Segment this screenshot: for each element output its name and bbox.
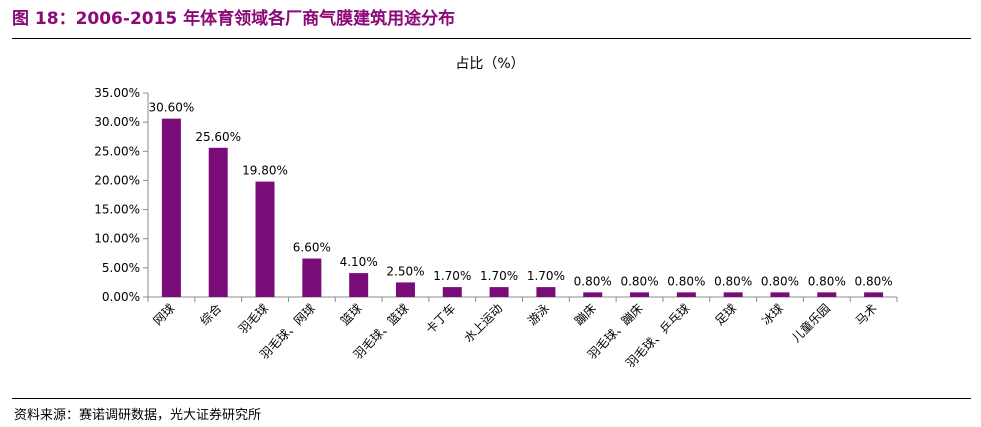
bar-series	[161, 118, 884, 297]
y-tick-label: 10.00%	[94, 232, 140, 246]
data-label: 4.10%	[340, 255, 378, 269]
data-label: 0.80%	[714, 274, 752, 288]
data-label: 0.80%	[855, 274, 893, 288]
y-tick-label: 35.00%	[94, 86, 140, 100]
bar	[770, 292, 790, 297]
data-label: 0.80%	[620, 274, 658, 288]
bottom-rule	[12, 398, 971, 399]
bar	[583, 292, 603, 297]
y-tick-label: 30.00%	[94, 115, 140, 129]
bar	[349, 273, 369, 297]
x-category-label: 羽毛球	[236, 301, 271, 336]
data-label: 1.70%	[527, 269, 565, 283]
x-category-label: 篮球	[337, 301, 365, 329]
bar	[864, 292, 884, 297]
x-category-label: 足球	[712, 301, 739, 328]
bar	[536, 287, 556, 297]
x-category-label: 蹦床	[572, 301, 599, 328]
y-tick-label: 5.00%	[102, 261, 140, 275]
x-category-label: 马术	[853, 301, 880, 328]
data-label: 6.60%	[293, 241, 331, 255]
bar	[395, 282, 415, 297]
data-label: 0.80%	[667, 274, 705, 288]
x-category-label: 网球	[151, 301, 178, 328]
figure-title: 图 18：2006-2015 年体育领域各厂商气膜建筑用途分布	[12, 9, 456, 29]
data-label: 25.60%	[195, 130, 241, 144]
bar	[161, 118, 181, 297]
data-label: 1.70%	[433, 269, 471, 283]
y-tick-label: 25.00%	[94, 144, 140, 158]
x-category-label: 水上运动	[461, 301, 505, 345]
data-labels: 30.60% 25.60% 19.80% 6.60% 4.10% 2.50% 1.70% 1.…	[149, 101, 893, 289]
data-label: 19.80%	[242, 164, 288, 178]
x-category-label: 儿童乐园	[788, 301, 833, 346]
bar	[208, 147, 228, 297]
source-note: 资料来源：赛诺调研数据，光大证券研究所	[14, 408, 262, 423]
top-rule	[12, 38, 971, 39]
bar	[817, 292, 837, 297]
bar	[630, 292, 650, 297]
data-label: 0.80%	[808, 274, 846, 288]
bar	[723, 292, 743, 297]
bar-chart: 占比（%） 0.00% 5.00% 10.00% 15.00% 20.00% 25.00%…	[94, 56, 898, 371]
data-label: 1.70%	[480, 269, 518, 283]
x-category-label: 冰球	[759, 301, 786, 328]
y-axis-ticks: 0.00% 5.00% 10.00% 15.00% 20.00% 25.00% 30.00%…	[94, 86, 148, 304]
chart-title: 占比（%）	[455, 56, 524, 72]
data-label: 2.50%	[386, 264, 424, 278]
bar	[255, 181, 275, 297]
x-category-label: 卡丁车	[422, 301, 458, 337]
x-category-label: 综合	[197, 301, 225, 329]
bar	[302, 258, 322, 297]
y-tick-label: 15.00%	[94, 203, 140, 217]
x-category-label: 游泳	[525, 301, 552, 328]
data-label: 0.80%	[761, 274, 799, 288]
y-tick-label: 20.00%	[94, 173, 140, 187]
bar	[676, 292, 696, 297]
data-label: 30.60%	[149, 101, 195, 115]
y-tick-label: 0.00%	[102, 290, 140, 304]
bar	[442, 287, 462, 297]
data-label: 0.80%	[574, 274, 612, 288]
bar	[489, 287, 509, 297]
